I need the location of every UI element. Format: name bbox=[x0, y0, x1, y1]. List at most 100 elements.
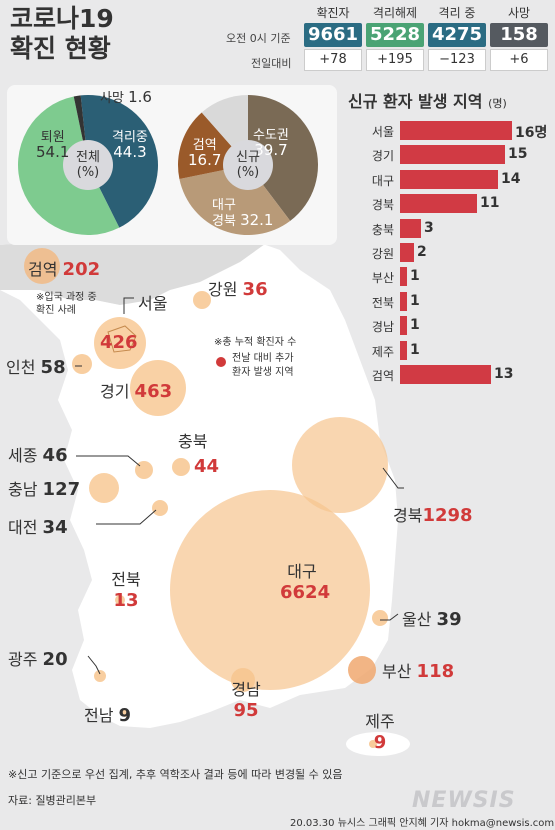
pie-new-quarantine-text: 검역 bbox=[192, 138, 217, 153]
northern-territory-shape bbox=[0, 232, 265, 305]
pie-total-isolation-label: 격리중 44.3 bbox=[112, 130, 148, 161]
jeju-island-shape bbox=[346, 732, 410, 756]
bubble-jeju bbox=[369, 740, 377, 748]
stat-isolated-value: 4275 bbox=[428, 23, 486, 47]
quarantine-note-line1: ※입국 과정 중 bbox=[36, 292, 97, 303]
pie-new-center-hole bbox=[223, 140, 273, 190]
diff-label: 전일대비 bbox=[251, 57, 292, 70]
region-sejong: 세종 46 bbox=[8, 442, 68, 466]
pie-new-slice-0 bbox=[248, 95, 319, 221]
bubble-gwangju bbox=[94, 670, 106, 682]
region-gyeongnam: 경남 95 bbox=[226, 676, 266, 721]
region-chungbuk: 충북 bbox=[178, 428, 207, 452]
bubble-incheon bbox=[72, 354, 92, 374]
region-quarantine-name: 검역 bbox=[28, 260, 58, 279]
pie-total-center-unit: (%) bbox=[76, 165, 100, 180]
bubble-busan bbox=[348, 656, 376, 684]
region-seoul-value: 426 bbox=[100, 332, 138, 353]
region-ulsan-name: 울산 bbox=[402, 610, 432, 629]
bar-value-5: 2 bbox=[417, 244, 427, 260]
stat-death: 사망 158 +6 bbox=[490, 4, 548, 71]
region-seoul: 서울 bbox=[138, 290, 167, 314]
quarantine-note-line2: 확진 사례 bbox=[36, 305, 76, 316]
region-gangwon-name: 강원 bbox=[208, 280, 238, 299]
bubble-gyeongnam bbox=[231, 668, 255, 692]
region-quarantine-value: 202 bbox=[62, 259, 101, 280]
region-chungbuk-count: 44 bbox=[194, 456, 219, 477]
bubble-chungnam bbox=[89, 473, 119, 503]
pie-new-center: 신규 (%) bbox=[230, 150, 266, 180]
bar-10 bbox=[400, 365, 491, 384]
region-jeonbuk-name: 전북 bbox=[111, 570, 141, 589]
bar-label-3: 경북 bbox=[371, 198, 394, 213]
region-chungbuk-name: 충북 bbox=[178, 432, 208, 451]
legend-red-dot bbox=[216, 357, 226, 367]
bar-value-0: 16명 bbox=[515, 125, 548, 141]
bar-label-7: 전북 bbox=[371, 295, 394, 310]
bar-label-5: 강원 bbox=[371, 247, 394, 261]
bar-value-10: 13 bbox=[494, 366, 514, 382]
pie-total-center-hole bbox=[63, 140, 113, 190]
region-jeju: 제주 9 bbox=[362, 708, 398, 753]
stat-isolated-diff: −123 bbox=[428, 49, 486, 71]
region-daejeon-name: 대전 bbox=[8, 518, 38, 537]
bar-value-2: 14 bbox=[501, 170, 521, 187]
bar-label-2: 대구 bbox=[371, 173, 394, 188]
region-gyeongnam-value: 95 bbox=[233, 700, 259, 721]
stat-released-diff: +195 bbox=[366, 49, 424, 71]
bar-label-6: 부산 bbox=[371, 271, 394, 286]
bar-chart-unit: (명) bbox=[488, 97, 507, 110]
region-chungnam-value: 127 bbox=[42, 479, 81, 500]
footnote: ※신고 기준으로 우선 집계, 추후 역학조사 결과 등에 따라 변경될 수 있… bbox=[8, 768, 343, 781]
region-jeju-value: 9 bbox=[373, 732, 387, 753]
stat-death-label: 사망 bbox=[507, 6, 531, 20]
region-gwangju-name: 광주 bbox=[8, 650, 38, 669]
pie-new-daegu-value: 32.1 bbox=[240, 211, 274, 229]
bar-9 bbox=[400, 340, 407, 360]
stat-confirmed-value: 9661 bbox=[304, 23, 362, 47]
bar-value-1: 15 bbox=[508, 146, 528, 163]
region-jeonnam: 전남 9 bbox=[84, 702, 131, 726]
pie-svg bbox=[18, 95, 319, 236]
stat-released: 격리해제 5228 +195 bbox=[366, 4, 424, 71]
stat-confirmed-diff: +78 bbox=[304, 49, 362, 71]
region-sejong-name: 세종 bbox=[8, 446, 38, 465]
bar-0 bbox=[400, 121, 512, 140]
bubble-daejeon bbox=[152, 500, 168, 516]
pie-total-released-text: 퇴원 bbox=[40, 130, 65, 145]
pie-total-released-value: 54.1 bbox=[36, 143, 70, 161]
bar-label-9: 제주 bbox=[371, 344, 394, 359]
region-gangwon-value: 36 bbox=[242, 279, 268, 300]
bar-1 bbox=[400, 145, 505, 165]
pie-new-slice-1 bbox=[179, 165, 291, 235]
legend-note-2: 전날 대비 추가 bbox=[232, 353, 294, 364]
region-daegu-value: 6624 bbox=[280, 582, 331, 603]
bubble-gyeonggi bbox=[130, 360, 186, 416]
region-ulsan: 울산 39 bbox=[402, 606, 462, 630]
pie-new-center-unit: (%) bbox=[236, 165, 260, 180]
region-daejeon: 대전 34 bbox=[8, 514, 68, 538]
region-bubbles bbox=[24, 248, 388, 748]
bubble-daegu bbox=[170, 490, 370, 690]
bar-label-10: 검역 bbox=[371, 369, 394, 383]
region-gyeongbuk: 경북1298 bbox=[393, 502, 473, 526]
region-gwangju-value: 20 bbox=[42, 649, 68, 670]
bubble-seoul bbox=[94, 317, 146, 369]
region-jeonnam-name: 전남 bbox=[84, 706, 114, 725]
region-daejeon-value: 34 bbox=[42, 517, 68, 538]
pie-new-capital-label: 수도권 39.7 bbox=[253, 128, 289, 159]
pie-new-quarantine-value: 16.7 bbox=[188, 151, 222, 169]
bar-value-6: 1 bbox=[410, 268, 420, 285]
pie-total-released-label: 퇴원 54.1 bbox=[36, 130, 69, 161]
region-gyeonggi-value: 463 bbox=[134, 381, 173, 402]
stat-isolated-label: 격리 중 bbox=[438, 6, 476, 20]
bar-label-1: 경기 bbox=[371, 149, 394, 164]
region-chungbuk-value: 44 bbox=[194, 456, 220, 477]
credit: 20.03.30 뉴시스 그래픽 안지혜 기자 hokma@newsis.com bbox=[290, 818, 555, 829]
pie-new-daegu-text1: 대구 bbox=[212, 198, 236, 213]
region-daegu: 대구 6624 bbox=[280, 558, 330, 603]
region-gyeongbuk-name: 경북 bbox=[393, 506, 423, 525]
region-ulsan-value: 39 bbox=[436, 609, 462, 630]
